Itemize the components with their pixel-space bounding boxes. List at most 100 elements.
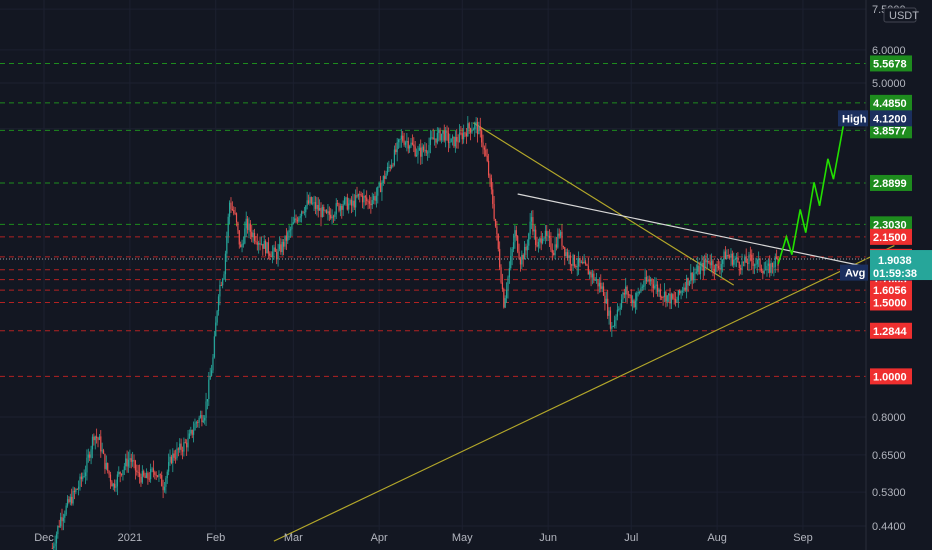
- candle-body: [607, 298, 609, 316]
- candle-body: [204, 417, 206, 421]
- candle-body: [666, 295, 668, 302]
- candle-body: [468, 123, 470, 129]
- candle-body: [154, 472, 156, 475]
- candle-body: [184, 442, 186, 444]
- candle-body: [356, 195, 358, 197]
- candle-body: [62, 517, 64, 522]
- candle-body: [597, 279, 599, 287]
- candle-body: [717, 266, 720, 269]
- candle-body: [349, 199, 351, 204]
- candle-body: [132, 460, 134, 462]
- candle-body: [655, 284, 657, 286]
- candle-body: [454, 137, 456, 147]
- candle-body: [734, 259, 736, 260]
- candle-body: [101, 450, 103, 452]
- candle-body: [594, 279, 596, 281]
- candle-body: [177, 448, 179, 450]
- current-price-value: 1.9038: [878, 255, 912, 267]
- candle-body: [688, 281, 691, 286]
- candle-body: [201, 415, 203, 423]
- candle-body: [684, 287, 686, 290]
- candle-body: [611, 326, 613, 329]
- candle-body: [377, 186, 379, 196]
- candle-body: [620, 299, 623, 308]
- candle-body: [410, 142, 412, 147]
- candle-body: [187, 438, 189, 448]
- candle-body: [500, 267, 502, 283]
- candle-body: [321, 207, 323, 218]
- candle-body: [533, 229, 535, 232]
- candle-body: [73, 490, 76, 493]
- time-axis[interactable]: Dec 2021 Feb Mar Apr May Jun Jul Aug Sep: [34, 532, 813, 544]
- candle-body: [270, 255, 272, 257]
- candle-body: [439, 129, 441, 141]
- candle-body: [618, 309, 620, 311]
- red-level-tag: 1.0000: [873, 371, 907, 383]
- candle-body: [94, 436, 96, 441]
- candle-body: [202, 420, 204, 423]
- candle-body: [708, 260, 710, 263]
- candle-body: [255, 240, 257, 243]
- candle-body: [494, 218, 497, 227]
- candle-body: [659, 289, 661, 298]
- candle-body: [596, 279, 598, 281]
- y-tick-label: 0.4400: [872, 521, 906, 533]
- trendlines: [273, 122, 895, 542]
- candle-body: [220, 284, 222, 286]
- candle-body: [479, 125, 481, 131]
- candle-body: [64, 514, 66, 518]
- candle-body: [600, 282, 602, 289]
- candle-body: [68, 499, 70, 503]
- candle-body: [681, 290, 684, 292]
- candle-body: [432, 137, 434, 140]
- candle-body: [424, 149, 426, 151]
- red-level-tag: 1.6056: [873, 285, 907, 297]
- candle-body: [109, 474, 112, 482]
- candle-body: [490, 178, 492, 190]
- ascending-yellow-trendline: [273, 245, 895, 542]
- candle-body: [435, 138, 437, 143]
- candle-body: [317, 205, 319, 211]
- candle-body: [507, 277, 509, 290]
- candle-body: [433, 138, 436, 140]
- month-label: 2021: [118, 532, 142, 544]
- green-level-tag: 2.8899: [873, 178, 907, 190]
- candle-body: [107, 462, 109, 471]
- candle-body: [676, 300, 678, 303]
- candle-body: [436, 132, 438, 143]
- candle-body: [443, 130, 445, 141]
- candle-body: [396, 142, 398, 153]
- candle-body: [445, 130, 447, 141]
- candle-body: [742, 261, 745, 263]
- month-label: Jun: [539, 532, 557, 544]
- candle-body: [219, 284, 221, 297]
- month-label: Dec: [34, 532, 54, 544]
- candle-body: [166, 471, 168, 479]
- candle-body: [327, 211, 329, 214]
- candle-body: [194, 423, 196, 431]
- candle-body: [615, 316, 617, 321]
- candle-body: [759, 258, 761, 269]
- candle-body: [457, 141, 459, 143]
- candle-body: [122, 470, 124, 475]
- candle-body: [715, 264, 717, 272]
- candle-body: [86, 457, 88, 473]
- candle-body: [367, 201, 369, 202]
- candle-body: [463, 132, 465, 140]
- candle-body: [637, 291, 639, 294]
- candle-body: [90, 449, 92, 458]
- candle-body: [652, 284, 654, 289]
- candle-body: [561, 231, 563, 246]
- candle-body: [530, 217, 533, 222]
- candle-body: [735, 257, 738, 260]
- candle-body: [741, 261, 743, 270]
- candle-body: [590, 271, 592, 278]
- candle-body: [296, 219, 299, 222]
- candle-body: [764, 269, 767, 271]
- candle-body: [188, 433, 191, 439]
- candle-body: [503, 289, 505, 308]
- candle-body: [528, 233, 530, 246]
- candle-body: [427, 152, 429, 154]
- candle-body: [486, 155, 488, 161]
